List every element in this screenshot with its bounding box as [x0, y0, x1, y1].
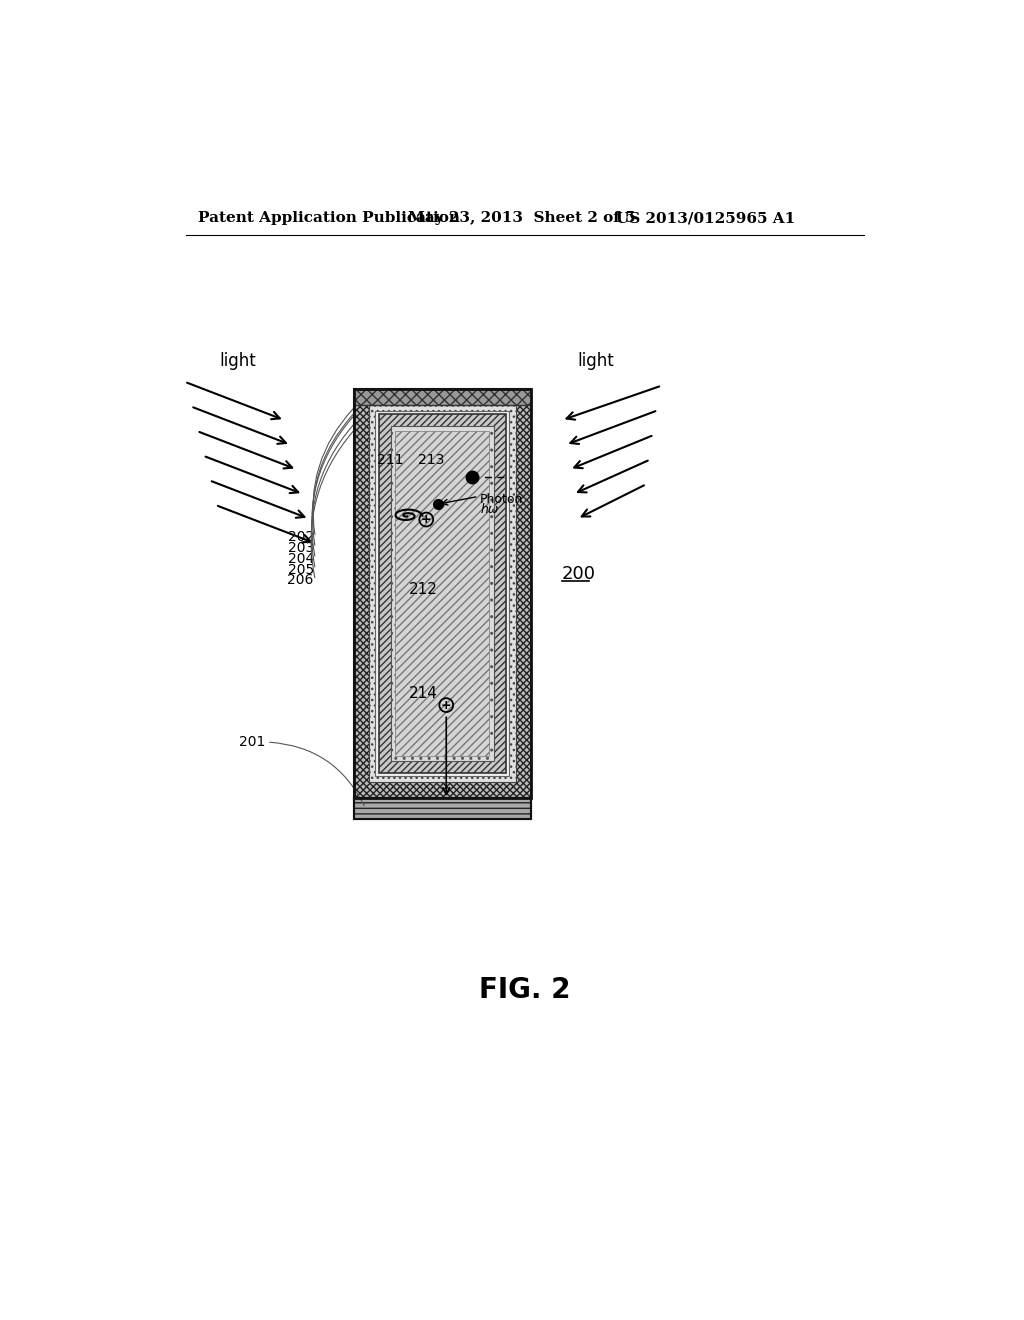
- Text: hω: hω: [480, 503, 499, 516]
- Text: 212: 212: [409, 582, 437, 597]
- Bar: [395, 430, 489, 756]
- Text: 205: 205: [288, 562, 313, 577]
- Bar: [354, 389, 531, 797]
- Bar: [391, 426, 494, 760]
- Text: +: +: [421, 513, 431, 527]
- Text: +: +: [441, 698, 452, 711]
- Text: FIG. 2: FIG. 2: [479, 975, 570, 1005]
- Text: light: light: [578, 352, 614, 370]
- Text: light: light: [219, 352, 256, 370]
- Bar: [354, 797, 531, 818]
- Text: 200: 200: [562, 565, 596, 583]
- Bar: [379, 414, 506, 774]
- Text: 213: 213: [418, 453, 444, 466]
- Text: 201: 201: [239, 735, 265, 748]
- Text: Patent Application Publication: Patent Application Publication: [199, 211, 461, 226]
- Text: 206: 206: [288, 573, 313, 587]
- Bar: [370, 405, 515, 781]
- Text: 211: 211: [377, 453, 403, 466]
- Text: US 2013/0125965 A1: US 2013/0125965 A1: [615, 211, 795, 226]
- Bar: [354, 797, 531, 818]
- Text: 203: 203: [288, 541, 313, 554]
- Bar: [354, 389, 531, 405]
- Text: 204: 204: [288, 552, 313, 566]
- Text: May 23, 2013  Sheet 2 of 5: May 23, 2013 Sheet 2 of 5: [408, 211, 635, 226]
- Bar: [354, 389, 531, 797]
- Text: 202: 202: [288, 531, 313, 544]
- Text: Photon: Photon: [480, 492, 523, 506]
- Text: 214: 214: [409, 686, 437, 701]
- Bar: [376, 411, 509, 776]
